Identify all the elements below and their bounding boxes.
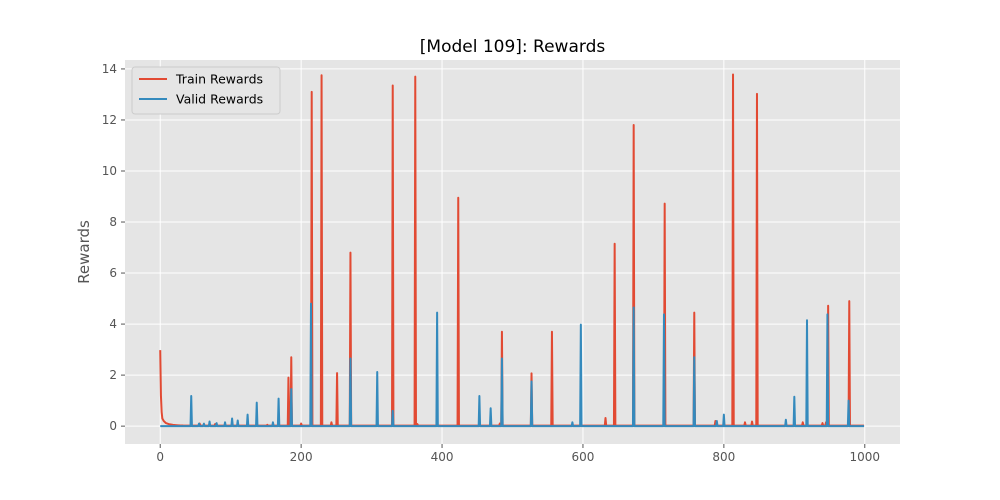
legend-box [131, 66, 281, 115]
x-tick-label: 1000 [849, 450, 880, 464]
y-tick-label: 0 [109, 419, 117, 433]
x-axis: 0 200 400 600 800 1000 [156, 444, 880, 464]
x-tick-label: 0 [156, 450, 164, 464]
y-tick-label: 6 [109, 266, 117, 280]
y-tick-label: 4 [109, 317, 117, 331]
legend-label: Valid Rewards [176, 92, 263, 107]
y-tick-label: 8 [109, 215, 117, 229]
x-tick-label: 200 [290, 450, 313, 464]
series-line-1 [159, 302, 865, 428]
x-tick-label: 800 [712, 450, 735, 464]
plot-background [125, 60, 900, 444]
x-tick-label: 400 [431, 450, 454, 464]
x-tick-label: 600 [572, 450, 595, 464]
y-tick-label: 14 [102, 62, 117, 76]
legend-label: Train Rewards [175, 72, 263, 87]
y-tick-label: 2 [109, 368, 117, 382]
y-axis: 0 2 4 6 8 10 12 14 [102, 62, 125, 433]
y-tick-label: 10 [102, 164, 117, 178]
grid-lines [125, 60, 900, 444]
legend: Train Rewards Valid Rewards [131, 66, 281, 115]
series-layer [159, 73, 865, 428]
chart-title: [Model 109]: Rewards [420, 37, 606, 57]
y-tick-label: 12 [102, 113, 117, 127]
y-axis-label: Rewards [75, 220, 93, 284]
